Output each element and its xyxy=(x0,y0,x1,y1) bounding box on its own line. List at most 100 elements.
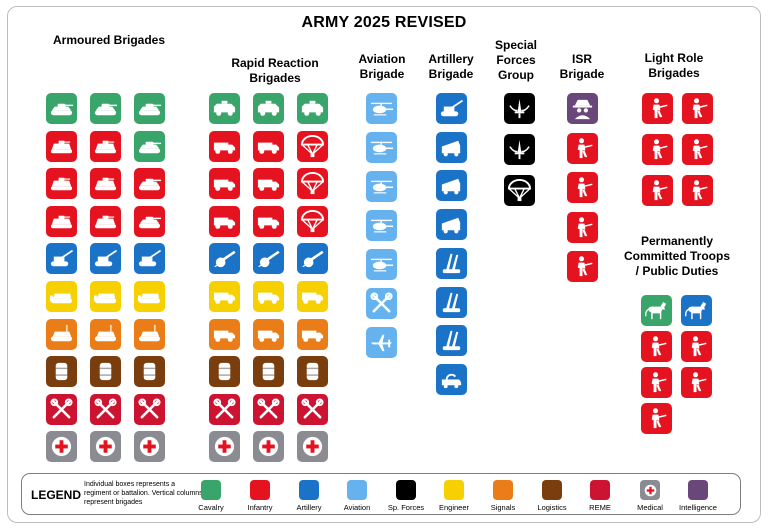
howitzer-icon xyxy=(49,246,74,271)
wrench-icon xyxy=(137,397,162,422)
rapid-reaction-unit-box xyxy=(253,168,284,200)
legend-swatch-logistics xyxy=(542,480,562,500)
armoured-unit-box xyxy=(134,281,165,312)
missile-icon xyxy=(439,290,464,315)
ifv-icon xyxy=(93,171,118,196)
heading-permanent-line2: Committed Troops xyxy=(623,249,730,263)
legend: LEGEND Individual boxes represents a reg… xyxy=(21,473,741,515)
artillery-unit-box xyxy=(436,286,467,318)
isr-unit-box xyxy=(567,93,598,124)
light-role-unit-box xyxy=(682,174,713,206)
soldier-icon xyxy=(570,254,595,279)
rapid-reaction-unit-box xyxy=(253,243,284,275)
rapid-reaction-unit-box xyxy=(297,205,328,237)
armoured-unit-box xyxy=(90,431,121,463)
medical-cross-icon xyxy=(640,480,660,500)
soldier-icon xyxy=(645,96,670,121)
rapid-reaction-unit-box xyxy=(253,318,284,350)
helicopter-icon xyxy=(369,135,394,160)
armoured-unit-box xyxy=(90,93,121,124)
heading-rapid-reaction: Rapid Reaction Brigades xyxy=(210,56,340,86)
ifv-icon xyxy=(49,209,74,234)
heading-permanent: Permanently Committed Troops / Public Duti… xyxy=(618,234,736,279)
rapid-reaction-unit-box xyxy=(209,318,240,350)
legend-title: LEGEND xyxy=(31,488,82,502)
wrench-icon xyxy=(256,397,281,422)
rapid-reaction-unit-box xyxy=(209,205,240,237)
field-gun-icon xyxy=(256,246,281,271)
legend-label-artillery: Artillery xyxy=(296,503,322,512)
armoured-unit-box xyxy=(134,130,165,162)
rapid-reaction-unit-box xyxy=(297,431,328,463)
helicopter-icon xyxy=(369,174,394,199)
legend-label-aviation: Aviation xyxy=(343,503,371,512)
rapid-reaction-unit-box xyxy=(209,281,240,312)
parachute-icon xyxy=(507,178,532,203)
aviation-unit-box xyxy=(366,210,397,241)
radar-vehicle-icon xyxy=(439,367,464,392)
armoured-unit-box xyxy=(134,431,165,463)
signals-vehicle-icon xyxy=(93,322,118,347)
isr-unit-box xyxy=(567,211,598,243)
rapid-reaction-unit-box xyxy=(209,130,240,162)
parachute-icon xyxy=(300,171,325,196)
armoured-truck-icon xyxy=(212,171,237,196)
artillery-unit-box xyxy=(436,325,467,357)
artillery-unit-box xyxy=(436,131,467,163)
armoured-unit-box xyxy=(90,243,121,275)
artillery-unit-box xyxy=(436,247,467,279)
armoured-unit-box xyxy=(90,130,121,162)
armoured-unit-box xyxy=(90,393,121,425)
barrel-icon xyxy=(49,359,74,384)
permanent-unit-box xyxy=(641,295,672,326)
special-forces-unit-box xyxy=(504,134,535,165)
legend-label-sp-forces: Sp. Forces xyxy=(387,503,425,512)
medical-cross-icon xyxy=(256,434,281,459)
rapid-reaction-unit-box xyxy=(209,168,240,200)
light-role-unit-box xyxy=(682,93,713,124)
permanent-unit-box xyxy=(641,403,672,434)
howitzer-icon xyxy=(93,246,118,271)
light-role-unit-box xyxy=(642,93,673,124)
legend-label-signals: Signals xyxy=(490,503,516,512)
legend-swatch-artillery xyxy=(299,480,319,500)
armoured-unit-box xyxy=(46,431,77,463)
rapid-reaction-unit-box xyxy=(253,130,284,162)
legend-label-logistics: Logistics xyxy=(537,503,567,512)
heading-light-role-line2: Brigades xyxy=(648,66,700,80)
helicopter-icon xyxy=(369,252,394,277)
rapid-reaction-unit-box xyxy=(297,318,328,350)
armoured-truck-icon xyxy=(212,134,237,159)
armoured-truck-icon xyxy=(256,134,281,159)
drone-icon xyxy=(369,330,394,355)
rapid-reaction-unit-box xyxy=(253,431,284,463)
howitzer-icon xyxy=(439,96,464,121)
howitzer-icon xyxy=(137,246,162,271)
armoured-unit-box xyxy=(134,243,165,275)
rapid-reaction-unit-box xyxy=(253,93,284,124)
missile-icon xyxy=(439,251,464,276)
soldier-icon xyxy=(570,136,595,161)
soldier-icon xyxy=(684,370,709,395)
armoured-unit-box xyxy=(90,205,121,237)
heading-permanent-line3: / Public Duties xyxy=(635,264,719,278)
legend-swatch-reme xyxy=(590,480,610,500)
artillery-unit-box xyxy=(436,209,467,241)
armoured-truck-icon xyxy=(212,322,237,347)
rapid-reaction-unit-box xyxy=(297,356,328,388)
soldier-icon xyxy=(644,334,669,359)
missile-icon xyxy=(439,328,464,353)
rapid-reaction-unit-box xyxy=(297,281,328,312)
aviation-unit-box xyxy=(366,93,397,124)
rapid-reaction-unit-box xyxy=(253,281,284,312)
legend-swatch-intelligence xyxy=(688,480,708,500)
soldier-icon xyxy=(644,406,669,431)
heading-aviation: Aviation Brigade xyxy=(348,52,416,82)
rapid-reaction-unit-box xyxy=(209,431,240,463)
medical-cross-icon xyxy=(49,434,74,459)
heading-isr: ISR Brigade xyxy=(552,52,612,82)
aviation-unit-box xyxy=(366,327,397,358)
legend-swatch-engineer xyxy=(444,480,464,500)
legend-label-infantry: Infantry xyxy=(247,503,273,512)
soldier-icon xyxy=(685,178,710,203)
